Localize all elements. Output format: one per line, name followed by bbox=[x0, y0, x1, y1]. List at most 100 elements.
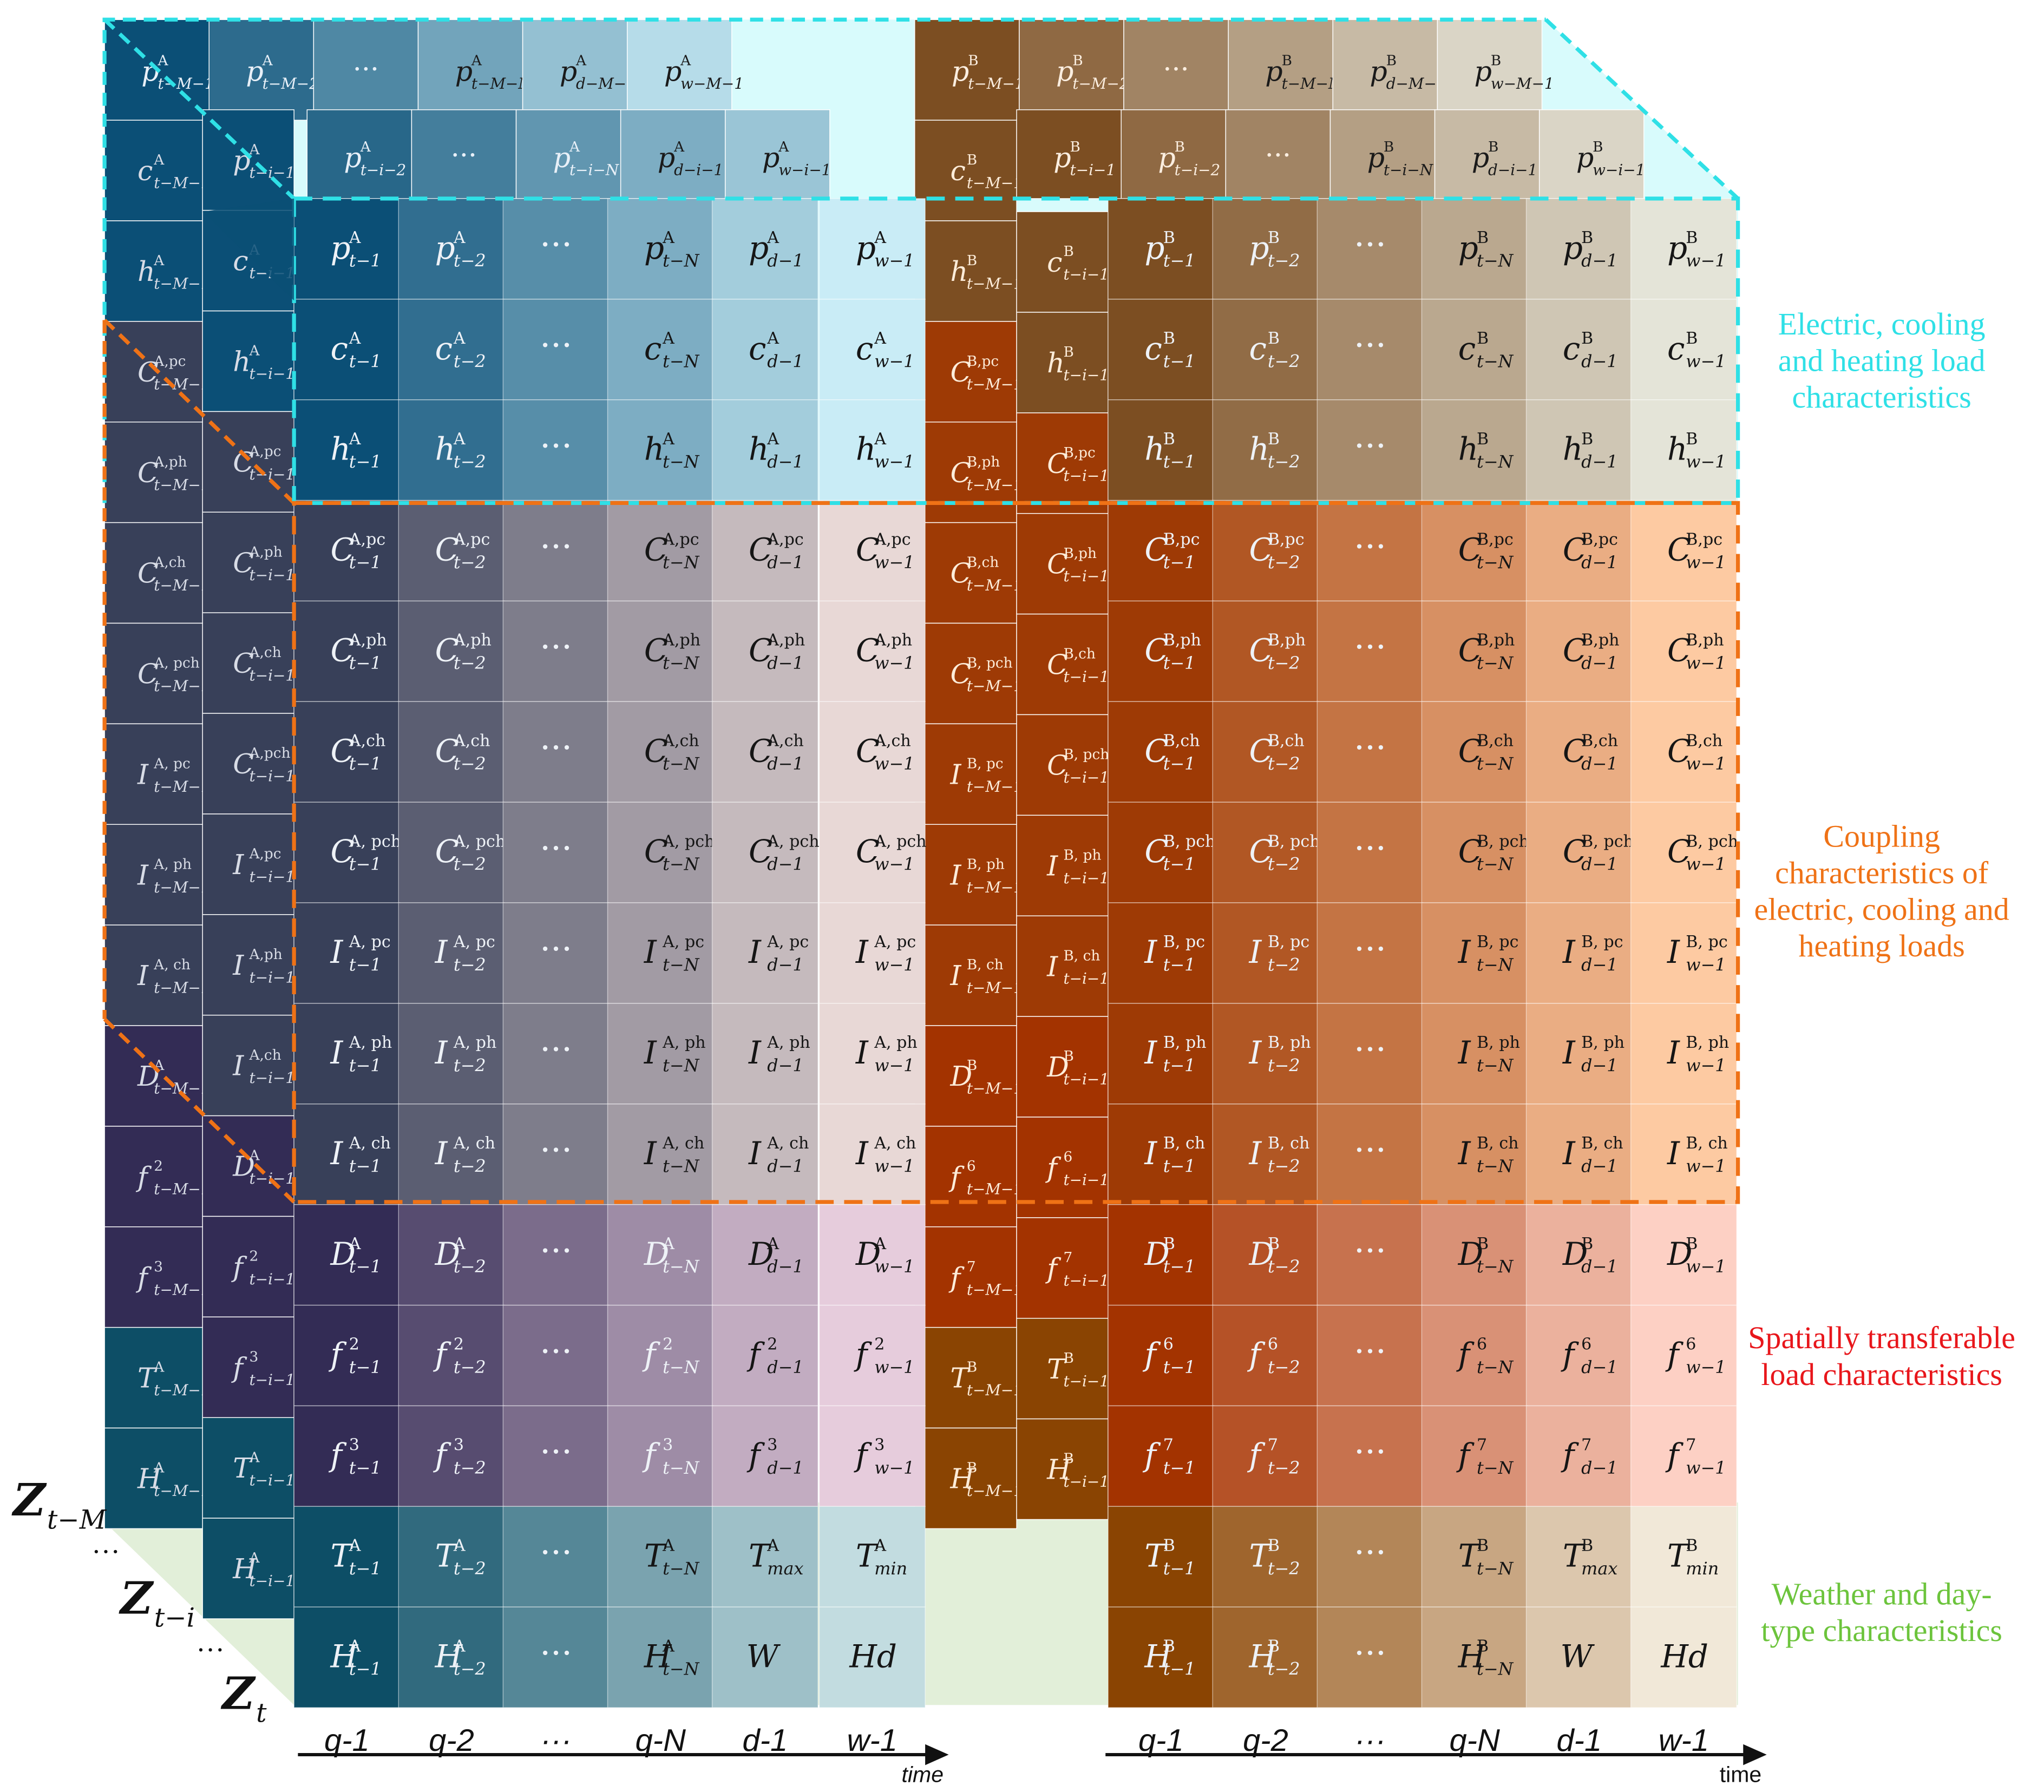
cell-sup: A, ph bbox=[766, 1033, 810, 1052]
cell-label: CB,pc t−M−1 bbox=[951, 353, 1023, 393]
front-a-cell bbox=[818, 299, 926, 401]
cell-sup: A bbox=[569, 139, 580, 155]
cell-base: D bbox=[748, 1236, 774, 1272]
cell-sup: A, ph bbox=[349, 1033, 392, 1052]
cell-sup: B bbox=[1268, 228, 1280, 247]
cell-label: I B, ch d−1 bbox=[1562, 1134, 1623, 1176]
cell-sup: B bbox=[1268, 1637, 1280, 1656]
front-b-cell bbox=[1525, 1506, 1633, 1607]
cell-sup: B,pc bbox=[967, 353, 999, 370]
cell-sub: t−i−1 bbox=[1063, 869, 1109, 887]
cell-label: HAt−i−1 bbox=[232, 1550, 295, 1590]
front-b-cell bbox=[1316, 1204, 1424, 1306]
layer-m-col-a-cell bbox=[104, 120, 203, 221]
cell-base: I bbox=[855, 1135, 869, 1172]
cell-sup: B, ch bbox=[1063, 948, 1100, 964]
front-b-cell bbox=[1316, 1003, 1424, 1105]
cell-sub: d−1 bbox=[1581, 653, 1617, 673]
cell-sup: A,ph bbox=[153, 454, 187, 470]
cell-label: CB,ph w−1 bbox=[1667, 631, 1726, 673]
cell-sub: t−1 bbox=[1163, 250, 1196, 271]
cell-sup: 6 bbox=[1268, 1335, 1278, 1354]
cell-sub: t−M−1 bbox=[154, 476, 210, 494]
cell-sub: t−M−1 bbox=[154, 174, 210, 192]
cell-sup: A,ch bbox=[662, 731, 699, 750]
front-a-cell bbox=[398, 1506, 505, 1607]
layer-m-col-b-cell bbox=[914, 220, 1017, 322]
layer-m-col-a-cell bbox=[104, 924, 203, 1026]
cell-sup: A,ch bbox=[874, 731, 911, 750]
cell-sup: A,ch bbox=[349, 731, 386, 750]
front-b-cell bbox=[1212, 600, 1319, 703]
cell-base: I bbox=[232, 1050, 244, 1082]
cell-base: I bbox=[232, 949, 244, 981]
cell-base: T bbox=[1458, 1537, 1482, 1574]
cell-label: CB,ch d−1 bbox=[1563, 731, 1618, 773]
front-a-cell bbox=[818, 802, 926, 903]
cell-sup: A, pc bbox=[453, 933, 495, 951]
cell-sub: t−2 bbox=[1268, 1156, 1300, 1176]
cell-sup: A, pch bbox=[662, 832, 715, 851]
layer-i-top-b-cell bbox=[1225, 109, 1331, 199]
cell-sub: t−2 bbox=[1268, 451, 1300, 472]
cell-label: ··· bbox=[540, 1633, 572, 1672]
cell-sub: t−1 bbox=[1163, 1256, 1196, 1277]
cell-base: C bbox=[749, 732, 772, 769]
cell-sup: 6 bbox=[1163, 1335, 1174, 1354]
cell-label: CA, pch t−N bbox=[644, 832, 715, 874]
cell-sup: B bbox=[1268, 1536, 1280, 1555]
cell-label: CA,pc d−1 bbox=[749, 530, 804, 573]
cell-sub: t−1 bbox=[1163, 955, 1196, 975]
cell-sub: t−M−1 bbox=[967, 1482, 1023, 1500]
cell-base: D bbox=[855, 1236, 881, 1272]
cell-sub: t−i−1 bbox=[1063, 668, 1109, 686]
cell-label: CA,ch t−N bbox=[644, 731, 700, 773]
axis-b-title: time bbox=[1720, 1762, 1761, 1787]
cell-sup: A bbox=[662, 1235, 675, 1253]
layer-i-top-b-cell bbox=[1016, 109, 1122, 199]
cell-sub: t−2 bbox=[454, 1357, 486, 1377]
ellipsis-label: ··· bbox=[1163, 53, 1189, 85]
front-a-cell bbox=[502, 1405, 610, 1507]
cell-label: ··· bbox=[1354, 1231, 1386, 1270]
layer-t-minus-i: pAt−i−2 ··· pAt−i−N pAd−i−1 pAw−i−1 pBt−i−1 pB… bbox=[202, 109, 1645, 1619]
cell-label: I B, ph t−i−1 bbox=[1046, 847, 1109, 887]
cell-sub: t−1 bbox=[1163, 552, 1196, 573]
layer-ellipsis: ··· bbox=[196, 1635, 225, 1666]
axis-b-tick: q-2 bbox=[1243, 1723, 1288, 1758]
cell-sub: t−2 bbox=[1268, 1558, 1300, 1579]
cell-sup: 7 bbox=[1063, 1250, 1072, 1266]
time-axes: q-1 q-2 ··· q-N d-1 w-1 q-1 q-2 ··· q-N d-1 w-1time… bbox=[298, 1723, 1767, 1787]
cell-base: C bbox=[331, 632, 355, 668]
cell-label: pBt−i−2 bbox=[1158, 139, 1220, 179]
cell-sup: B bbox=[1686, 228, 1698, 247]
front-a-cell bbox=[398, 500, 505, 602]
front-b-cell bbox=[1630, 1003, 1737, 1105]
front-a-cell bbox=[818, 1204, 926, 1306]
cell-sup: B, pc bbox=[1163, 933, 1205, 951]
layer-m-top-a-cell bbox=[208, 19, 315, 121]
cell-sup: A, pch bbox=[874, 832, 926, 851]
weather-label: Weather and day-type characteristics bbox=[1761, 1576, 2002, 1648]
layer-label-base: Z bbox=[220, 1668, 256, 1720]
cell-base: p bbox=[762, 142, 779, 174]
front-a-cell bbox=[711, 198, 818, 300]
cell-label: CB,ph t−N bbox=[1458, 631, 1515, 673]
cell-sub: d−1 bbox=[1581, 854, 1617, 875]
cell-sup: B,pc bbox=[1581, 530, 1618, 549]
cell-base: h bbox=[644, 431, 664, 468]
cell-sub: t−i−1 bbox=[250, 1069, 296, 1087]
cell-sup: A bbox=[766, 430, 779, 449]
cell-sub: max bbox=[767, 1558, 803, 1579]
cell-label: c Bt−1 bbox=[1144, 329, 1195, 371]
cell-label: pBt−2 bbox=[1249, 228, 1300, 271]
cell-label: c Aw−1 bbox=[856, 329, 915, 371]
front-a-cell bbox=[711, 1606, 818, 1708]
weather-label-line: type characteristics bbox=[1761, 1613, 2002, 1648]
layer-i-col-b-cell bbox=[1016, 1217, 1109, 1319]
cell-label: hBd−1 bbox=[1563, 430, 1618, 472]
cell-base: C bbox=[644, 531, 668, 568]
cell-sup: A bbox=[766, 1536, 779, 1555]
